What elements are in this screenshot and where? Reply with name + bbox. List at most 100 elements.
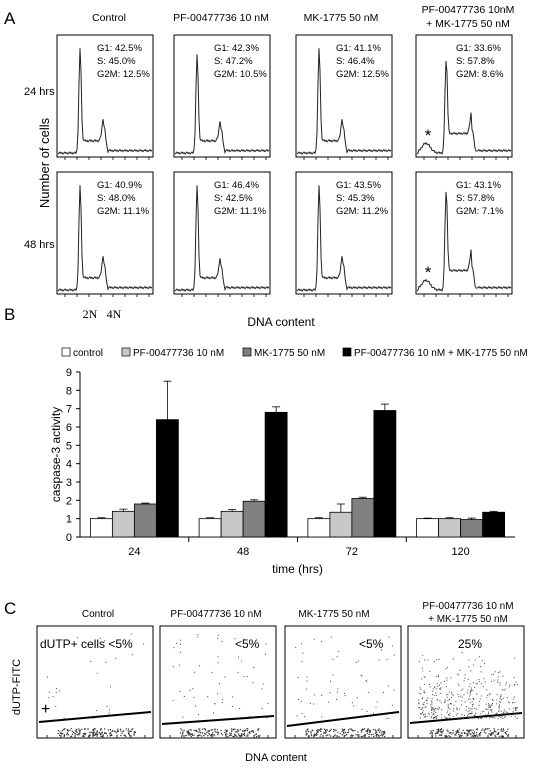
scatter-point [227, 736, 229, 738]
scatter-point [189, 729, 191, 731]
scatter-point [92, 735, 94, 737]
scatter-point [483, 678, 485, 680]
scatter-point [512, 714, 514, 716]
scatter-point [330, 680, 331, 682]
scatter-point [131, 633, 133, 635]
scatter-point [325, 729, 327, 731]
scatter-point [497, 728, 499, 731]
scatter-point [458, 735, 461, 737]
scatter-point [133, 731, 136, 733]
scatter-point [436, 716, 437, 718]
scatter-point [129, 730, 131, 732]
scatter-point [307, 728, 309, 730]
scatter-point [87, 728, 89, 730]
scatter-point [467, 731, 469, 733]
scatter-point [343, 735, 345, 738]
scatter-point [180, 728, 182, 730]
scatter-point [475, 712, 477, 714]
scatter-point [459, 708, 461, 710]
scatter-point [189, 689, 191, 691]
panel-a-xlabel: DNA content [247, 315, 315, 329]
scatter-point [82, 733, 85, 735]
scatter-point [240, 735, 242, 737]
scatter-point [352, 729, 354, 732]
scatter-point [492, 714, 494, 716]
scatter-point [182, 716, 184, 718]
scatter-point [456, 673, 458, 675]
scatter-point [476, 728, 479, 730]
scatter-point [420, 713, 421, 715]
scatter-point [196, 731, 198, 733]
scatter-point [257, 729, 259, 731]
scatter-point [369, 731, 371, 733]
scatter-point [109, 734, 111, 736]
histogram-stat-label: G1: 33.6% [456, 43, 501, 54]
histogram-stat-label: G1: 40.9% [97, 180, 142, 191]
scatter-point [305, 730, 307, 732]
scatter-point [131, 729, 133, 731]
scatter-point [488, 728, 490, 730]
scatter-point [444, 716, 446, 718]
scatter-point [383, 691, 384, 693]
scatter-point [490, 734, 492, 736]
scatter-point [508, 713, 510, 715]
scatter-point [467, 713, 469, 715]
scatter-point [499, 702, 501, 703]
scatter-point [497, 679, 499, 681]
histogram-stat-label: S: 57.8% [456, 56, 495, 67]
scatter-point [428, 712, 430, 714]
scatter-point [247, 728, 249, 730]
scatter-point [472, 690, 474, 692]
scatter-point [488, 712, 490, 714]
scatter-point [317, 731, 319, 733]
scatter-point [444, 717, 446, 719]
scatter-point [316, 730, 318, 732]
scatter-point [514, 701, 516, 703]
scatter-point [332, 658, 334, 660]
histogram-stat-label: G1: 46.4% [214, 180, 259, 191]
scatter-point [90, 731, 92, 733]
scatter-point [393, 654, 395, 656]
histogram-frame [56, 171, 154, 295]
scatter-point [422, 697, 424, 699]
scatter-point [343, 733, 345, 735]
scatter-point [514, 716, 516, 718]
scatter-point [261, 708, 263, 709]
scatter-point [78, 729, 80, 732]
scatter-point [133, 734, 135, 736]
scatter-point [446, 696, 448, 698]
scatter-point [469, 683, 471, 685]
scatter-point [92, 733, 94, 735]
scatter-point [418, 703, 420, 705]
scatter-point [498, 715, 500, 717]
scatter-point [341, 728, 343, 730]
scatter-point [462, 688, 464, 690]
scatter-point [430, 704, 432, 706]
scatter-point [488, 705, 490, 707]
scatter-point [172, 699, 174, 701]
scatter-point [486, 697, 488, 699]
scatter-point [470, 717, 472, 719]
scatter-point [75, 730, 77, 732]
scatter-point [332, 735, 334, 738]
scatter-point [362, 735, 364, 738]
scatter-point [97, 732, 99, 734]
scatter-point [438, 684, 440, 686]
panel-c-title-mk: MK-1775 50 nM [298, 609, 369, 620]
scatter-point [434, 733, 436, 735]
scatter-point [69, 729, 71, 731]
scatter-point [214, 730, 216, 732]
panel-a-title-pf: PF-00477736 10 nM [173, 12, 269, 24]
scatter-point [470, 733, 472, 736]
scatter-point [360, 729, 362, 731]
scatter-point [481, 711, 483, 713]
scatter-point [461, 700, 463, 702]
scatter-point [298, 699, 300, 700]
scatter-point [435, 688, 437, 690]
scatter-point [462, 729, 464, 731]
scatter-point [241, 733, 243, 735]
scatter-point [464, 701, 466, 703]
scatter-point [479, 735, 481, 737]
scatter-point [265, 643, 267, 645]
scatter-point [104, 732, 106, 734]
